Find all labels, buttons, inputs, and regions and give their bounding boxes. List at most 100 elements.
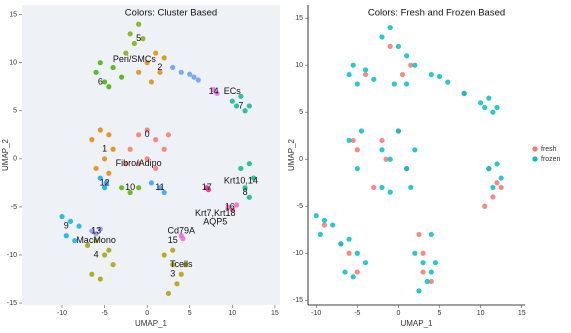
point (93, 69, 99, 75)
point (387, 43, 393, 49)
point (350, 274, 356, 280)
point (63, 233, 69, 239)
point (371, 184, 377, 191)
point (428, 269, 434, 275)
y-axis-label: UMAP_2 (287, 138, 296, 171)
point (119, 74, 125, 80)
y-tick-label: 15 (9, 11, 17, 18)
point (106, 84, 112, 90)
point (187, 71, 193, 77)
x-axis-label: UMAP_1 (400, 319, 433, 328)
cluster-label: 7 (238, 100, 243, 110)
point (140, 36, 146, 42)
point (246, 161, 252, 167)
point (379, 147, 385, 153)
point (161, 189, 167, 196)
point (342, 269, 348, 275)
point (161, 252, 167, 258)
point (205, 187, 212, 193)
point (106, 247, 112, 253)
point (229, 207, 235, 213)
plot-panel (308, 5, 525, 305)
point (123, 50, 129, 56)
point (161, 146, 167, 152)
x-tick-label: 5 (438, 310, 442, 317)
point (420, 250, 426, 256)
point (161, 55, 167, 61)
point (404, 81, 410, 87)
point (404, 166, 410, 172)
point (424, 278, 430, 285)
point (127, 31, 133, 37)
point (238, 93, 244, 99)
point (101, 185, 108, 191)
plot-panel (22, 5, 280, 305)
point (242, 108, 248, 114)
point (354, 269, 360, 275)
point (123, 161, 129, 167)
cluster-label: 9 (64, 221, 69, 231)
point (148, 180, 155, 186)
point (490, 184, 496, 191)
point (354, 250, 360, 256)
cluster-label: Peri/SMCs (113, 54, 157, 64)
point (110, 64, 116, 71)
point (362, 67, 369, 73)
x-tick-label: -5 (354, 310, 360, 317)
point (436, 73, 443, 80)
y-tick-label: 10 (295, 62, 303, 69)
point (136, 185, 142, 191)
point (412, 147, 418, 153)
point (498, 184, 504, 191)
y-tick-label: 0 (299, 156, 303, 163)
point (387, 24, 393, 31)
point (246, 103, 252, 109)
y-tick-label: 5 (13, 108, 17, 115)
point (170, 247, 176, 253)
point (478, 100, 484, 106)
point (103, 180, 109, 186)
point (317, 231, 323, 238)
point (395, 43, 402, 49)
cluster-label: 8 (243, 187, 248, 197)
point (428, 278, 434, 285)
x-tick-label: 0 (145, 310, 149, 317)
point (97, 175, 103, 181)
point (358, 128, 365, 134)
legend-label: fresh (541, 146, 557, 153)
point (101, 79, 108, 85)
point (321, 222, 328, 228)
x-tick-label: -5 (101, 310, 107, 317)
point (97, 276, 103, 282)
point (136, 69, 142, 75)
cluster-label: Tcells (170, 259, 193, 269)
x-axis-label: UMAP_1 (135, 319, 168, 328)
point (191, 74, 197, 80)
cluster-label: 10 (125, 182, 135, 192)
y-tick-label: 5 (299, 109, 303, 116)
point (238, 165, 244, 172)
point (321, 217, 328, 223)
point (399, 71, 406, 78)
point (494, 104, 500, 111)
point (383, 156, 389, 162)
point (362, 71, 369, 78)
point (233, 103, 240, 109)
cluster-label: 1 (102, 144, 107, 154)
point (97, 127, 103, 133)
x-tick-label: 0 (396, 310, 400, 317)
point (180, 236, 186, 242)
point (461, 90, 467, 97)
point (387, 156, 393, 162)
point (242, 185, 248, 191)
point (59, 213, 65, 220)
chart-title: Colors: Fresh and Frozen Based (368, 8, 505, 19)
point (387, 189, 393, 195)
cluster-label: 6 (98, 76, 103, 86)
legend-swatch (532, 156, 538, 162)
point (233, 202, 240, 208)
point (131, 40, 137, 47)
chart-title: Colors: Cluster Based (125, 8, 217, 19)
point (313, 213, 319, 219)
cluster-label: MacMono (76, 235, 116, 245)
